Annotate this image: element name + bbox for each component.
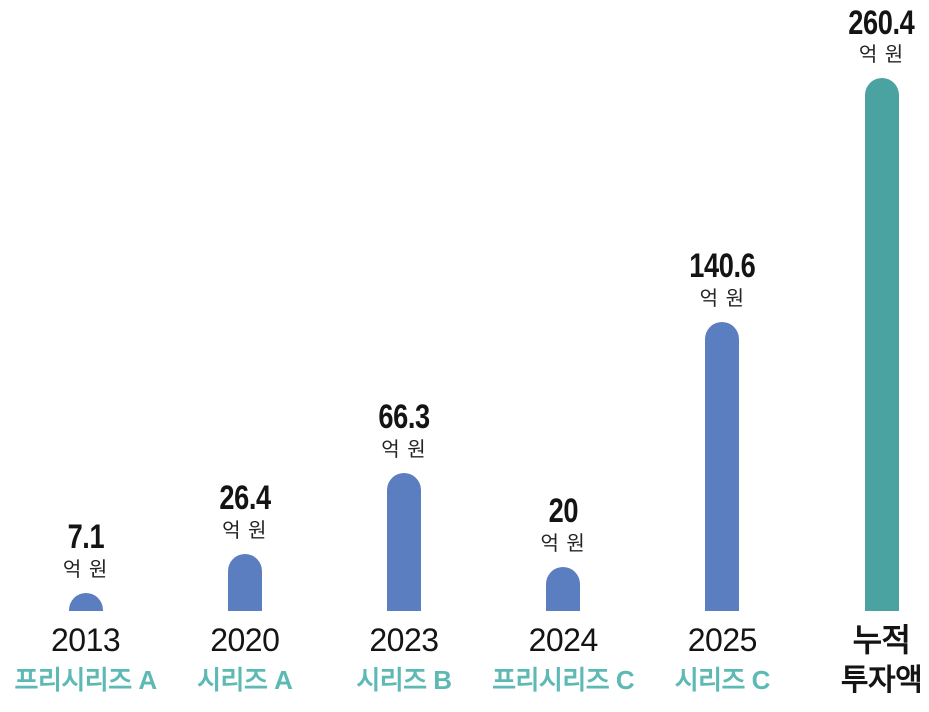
category-label-line1: 누적 xyxy=(852,622,911,658)
value-label: 20 xyxy=(548,492,578,531)
bar xyxy=(227,553,262,611)
value-label: 66.3 xyxy=(378,398,430,437)
category-label-line1: 2023 xyxy=(369,622,439,658)
value-label: 260.4 xyxy=(848,3,915,42)
bar xyxy=(386,472,421,611)
bar xyxy=(68,593,103,611)
column-axis-labels: 2020 시리즈 A xyxy=(165,611,324,712)
value-label: 26.4 xyxy=(219,479,271,518)
column-plot-area: 26.4 억 원 xyxy=(165,0,324,611)
unit-label: 억 원 xyxy=(62,559,109,581)
unit-label: 억 원 xyxy=(699,287,746,310)
category-label-line2: 시리즈 A xyxy=(197,664,293,695)
category-label-line2: 프리시리즈 A xyxy=(14,664,158,695)
column-plot-area: 260.4 억 원 xyxy=(802,0,929,611)
category-label-line1: 2024 xyxy=(528,622,599,658)
chart-column: 26.4 억 원 2020 시리즈 A xyxy=(165,0,324,712)
unit-label: 억 원 xyxy=(540,532,586,555)
category-label-line2: 프리시리즈 C xyxy=(492,664,635,695)
chart-column: 7.1 억 원 2013 프리시리즈 A xyxy=(6,0,165,712)
column-axis-labels: 2013 프리시리즈 A xyxy=(6,611,165,712)
category-label-line1: 2013 xyxy=(51,622,121,658)
unit-label: 억 원 xyxy=(222,519,268,542)
category-label-line1: 2020 xyxy=(210,622,280,658)
bar xyxy=(864,78,899,611)
column-axis-labels: 2023 시리즈 B xyxy=(324,611,483,712)
bar xyxy=(705,321,740,611)
chart-columns: 7.1 억 원 2013 프리시리즈 A 26.4 억 원 2020 시리즈 A… xyxy=(6,0,929,712)
chart-column: 260.4 억 원 누적 투자액 xyxy=(802,0,929,712)
unit-label: 억 원 xyxy=(381,438,427,461)
category-label-line2: 투자액 xyxy=(840,663,923,697)
chart-column: 66.3 억 원 2023 시리즈 B xyxy=(324,0,483,712)
column-axis-labels: 2025 시리즈 C xyxy=(643,611,802,712)
chart-column: 140.6 억 원 2025 시리즈 C xyxy=(643,0,802,712)
column-plot-area: 20 억 원 xyxy=(484,0,643,611)
value-label: 7.1 xyxy=(67,518,104,557)
column-axis-labels: 2024 프리시리즈 C xyxy=(484,611,643,712)
chart-column: 20 억 원 2024 프리시리즈 C xyxy=(484,0,643,712)
column-plot-area: 140.6 억 원 xyxy=(643,0,802,611)
column-plot-area: 7.1 억 원 xyxy=(6,0,165,611)
value-label: 140.6 xyxy=(689,247,756,286)
category-label-line2: 시리즈 C xyxy=(674,664,771,695)
column-plot-area: 66.3 억 원 xyxy=(324,0,483,611)
bar xyxy=(546,566,581,611)
category-label-line2: 시리즈 B xyxy=(356,664,452,695)
category-label-line1: 2025 xyxy=(687,622,758,658)
column-axis-labels: 누적 투자액 xyxy=(802,611,929,712)
unit-label: 억 원 xyxy=(858,44,905,67)
